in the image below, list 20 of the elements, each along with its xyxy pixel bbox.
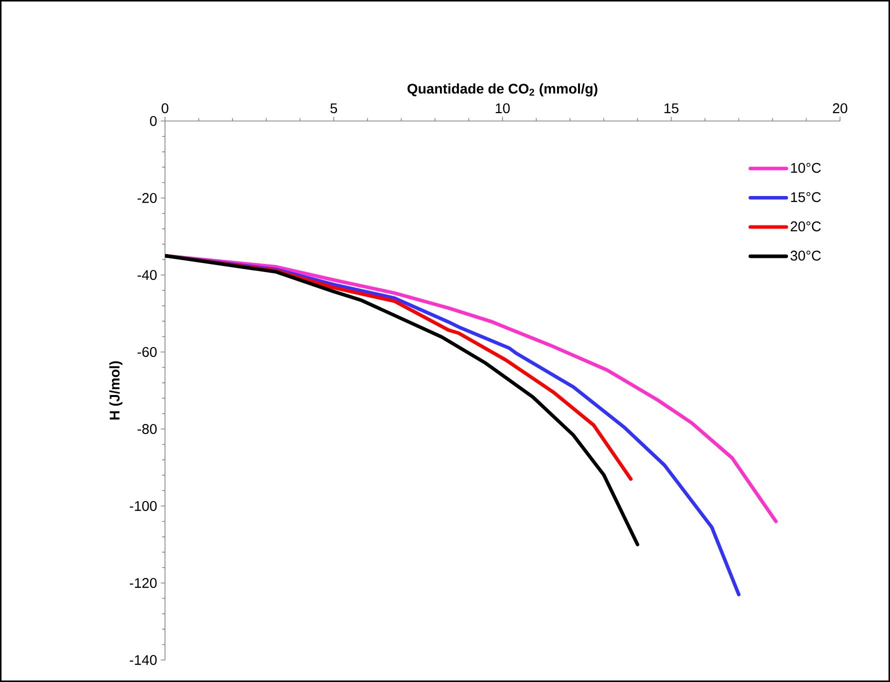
y-tick-label: -100 [130, 501, 157, 511]
x-axis-title: Quantidade de CO$_{2}$ (mmol/g) [408, 83, 598, 96]
y-tick-label: -60 [138, 347, 157, 357]
legend-label: 10°C [791, 162, 821, 173]
legend-label: 20°C [790, 221, 821, 232]
legend-label: 30°C [790, 250, 821, 261]
x-tick-label: 0 [162, 103, 168, 114]
x-tick-label: 5 [330, 103, 338, 114]
y-tick-label: 0 [150, 116, 157, 126]
x-tick-label: 10 [496, 103, 510, 114]
y-tick-label: -120 [130, 578, 157, 588]
y-axis-title: H (J/mol) [109, 361, 122, 420]
y-tick-label: -20 [138, 193, 157, 203]
y-tick-label: -80 [138, 424, 157, 434]
x-tick-label: 20 [832, 103, 848, 114]
legend-label: 15°C [791, 192, 821, 202]
x-tick-label: 15 [664, 103, 678, 114]
y-tick-label: -140 [130, 655, 157, 665]
y-tick-label: -40 [138, 270, 157, 280]
line-series [165, 254, 640, 546]
